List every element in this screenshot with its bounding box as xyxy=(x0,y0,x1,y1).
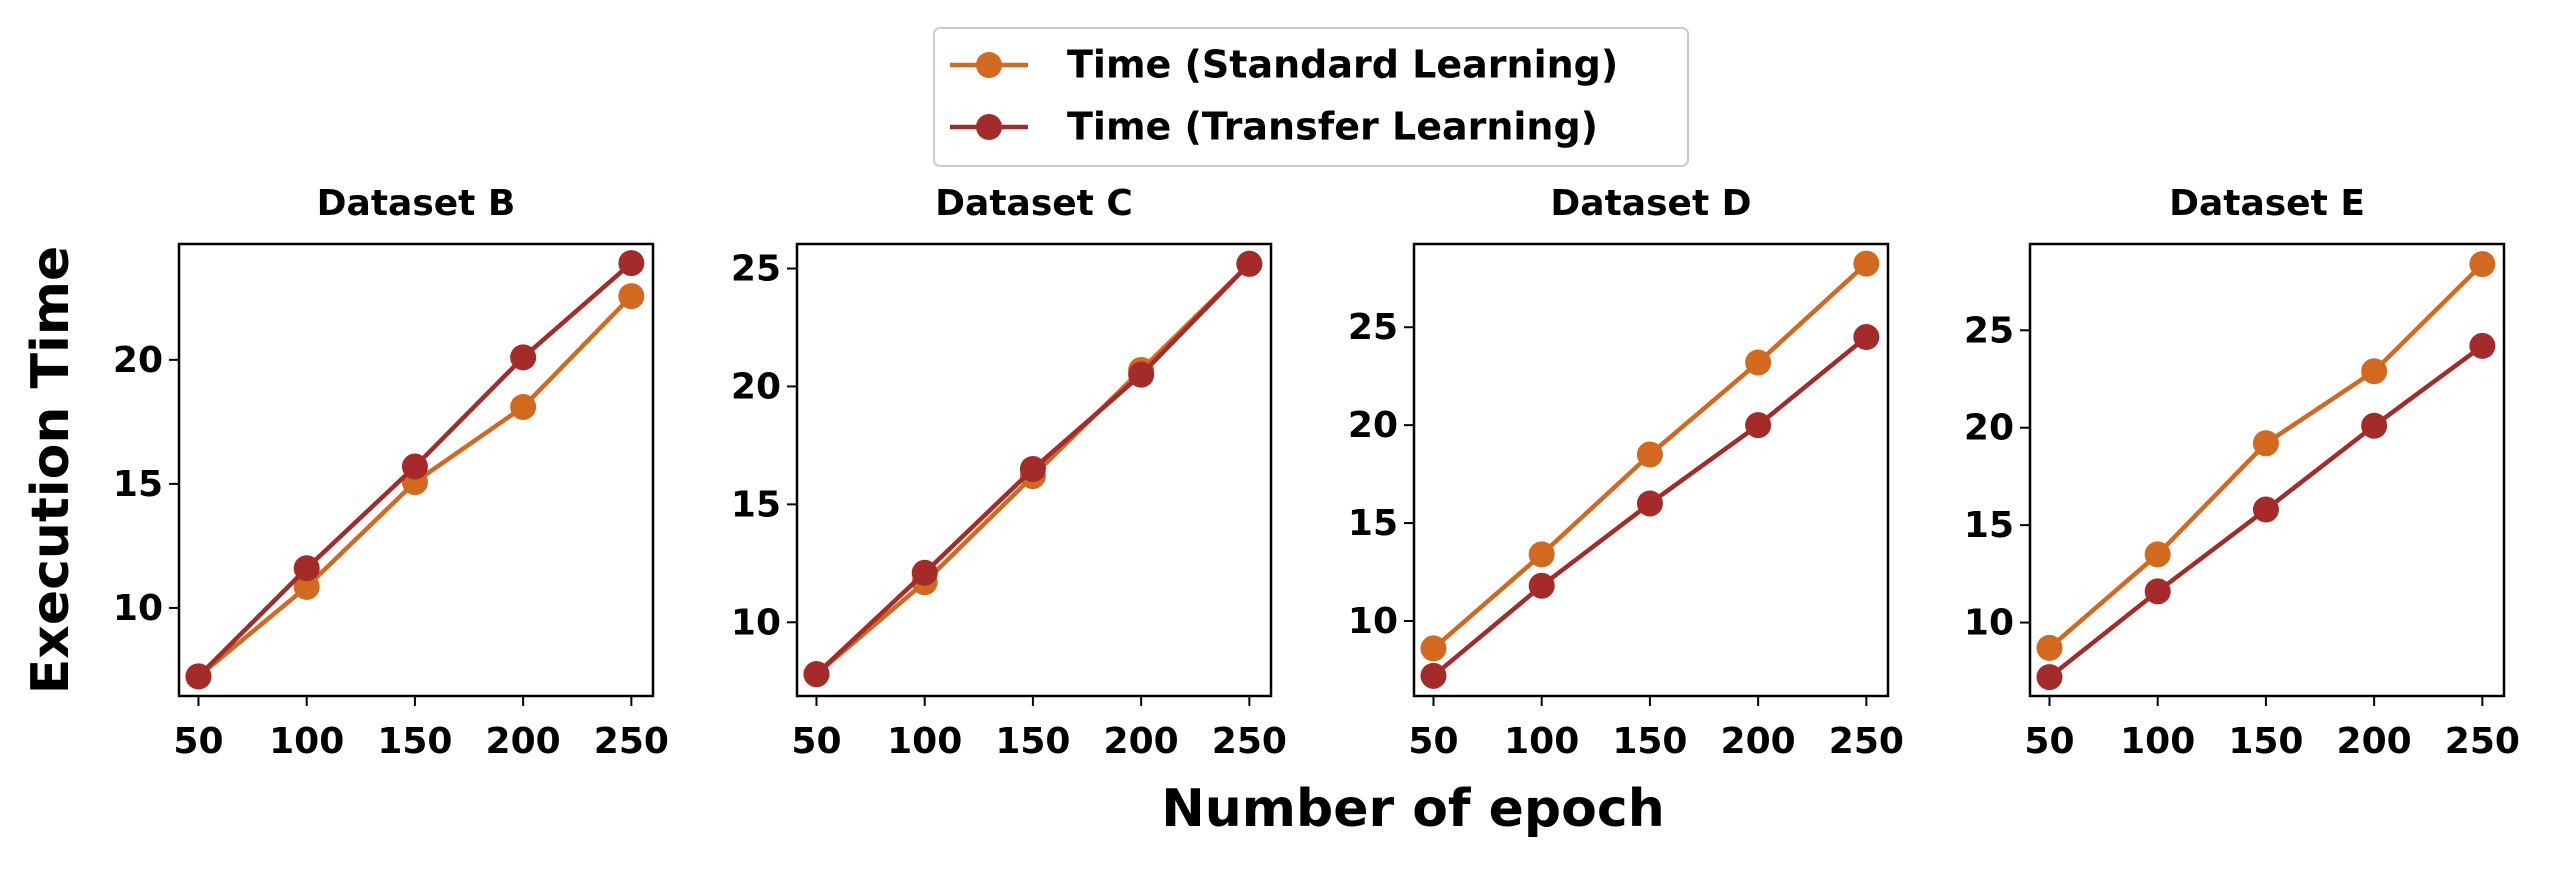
panel-title: Dataset C xyxy=(935,183,1133,224)
data-point xyxy=(2361,358,2388,385)
data-point xyxy=(1128,361,1155,388)
legend-label: Time (Standard Learning) xyxy=(1067,43,1618,87)
y-tick-label: 25 xyxy=(731,249,781,290)
panel-title: Dataset B xyxy=(317,183,516,224)
panel-title: Dataset E xyxy=(2169,183,2365,224)
data-point xyxy=(510,344,537,371)
y-axis-label: Execution Time xyxy=(21,246,81,694)
data-point xyxy=(2361,412,2388,439)
x-tick-label: 200 xyxy=(1721,721,1796,762)
data-point xyxy=(1636,490,1663,517)
x-tick-label: 50 xyxy=(173,721,223,762)
y-tick-label: 20 xyxy=(113,340,163,381)
y-tick-label: 10 xyxy=(1964,603,2014,644)
y-tick-label: 10 xyxy=(113,588,163,629)
x-tick-label: 200 xyxy=(1104,721,1179,762)
x-tick-label: 250 xyxy=(594,721,669,762)
data-point xyxy=(293,555,320,582)
x-tick-label: 50 xyxy=(2024,721,2074,762)
data-point xyxy=(2144,578,2171,605)
data-point xyxy=(185,663,212,690)
x-tick-label: 150 xyxy=(2228,721,2303,762)
data-point xyxy=(1853,324,1880,351)
x-tick-label: 100 xyxy=(1504,721,1579,762)
axes-frame xyxy=(2028,242,2506,698)
x-tick-label: 100 xyxy=(887,721,962,762)
data-point xyxy=(2469,251,2496,278)
x-tick-label: 50 xyxy=(791,721,841,762)
data-point xyxy=(510,393,537,420)
x-tick-label: 250 xyxy=(1212,721,1287,762)
x-tick-label: 100 xyxy=(269,721,344,762)
data-point xyxy=(1745,412,1772,439)
data-point xyxy=(1528,541,1555,568)
data-point xyxy=(911,559,938,586)
data-point xyxy=(1853,250,1880,277)
legend-box xyxy=(933,27,1689,167)
axes-frame xyxy=(1412,242,1890,698)
y-tick-label: 20 xyxy=(731,366,781,407)
x-tick-label: 250 xyxy=(1829,721,1904,762)
x-tick-label: 150 xyxy=(377,721,452,762)
x-tick-label: 50 xyxy=(1408,721,1458,762)
panel-title: Dataset D xyxy=(1550,183,1751,224)
y-tick-label: 10 xyxy=(1348,601,1398,642)
y-tick-label: 15 xyxy=(113,464,163,505)
data-point xyxy=(2036,664,2063,691)
y-tick-label: 25 xyxy=(1348,307,1398,348)
data-point xyxy=(1636,441,1663,468)
axes-frame xyxy=(795,242,1273,698)
data-point xyxy=(1420,662,1447,689)
x-tick-label: 150 xyxy=(995,721,1070,762)
x-axis-label: Number of epoch xyxy=(1161,779,1664,839)
data-point xyxy=(1528,572,1555,599)
y-tick-label: 25 xyxy=(1964,310,2014,351)
y-tick-label: 15 xyxy=(1348,503,1398,544)
data-point xyxy=(618,283,645,310)
data-point xyxy=(2252,430,2279,457)
x-tick-label: 200 xyxy=(486,721,561,762)
data-point xyxy=(803,661,830,688)
legend-marker xyxy=(976,114,1002,140)
x-tick-label: 100 xyxy=(2120,721,2195,762)
data-point xyxy=(2469,332,2496,359)
data-point xyxy=(618,250,645,277)
legend-label: Time (Transfer Learning) xyxy=(1067,105,1598,149)
y-tick-label: 10 xyxy=(731,602,781,643)
data-point xyxy=(293,573,320,600)
data-point xyxy=(1745,349,1772,376)
data-point xyxy=(1236,250,1263,277)
x-tick-label: 250 xyxy=(2445,721,2520,762)
axes-frame xyxy=(177,242,655,698)
y-tick-label: 15 xyxy=(731,484,781,525)
x-tick-label: 200 xyxy=(2337,721,2412,762)
legend-marker xyxy=(976,52,1002,78)
data-point xyxy=(2144,541,2171,568)
x-tick-label: 150 xyxy=(1612,721,1687,762)
y-tick-label: 20 xyxy=(1348,405,1398,446)
data-point xyxy=(401,453,428,480)
data-point xyxy=(1420,635,1447,662)
data-point xyxy=(2252,496,2279,523)
data-point xyxy=(1019,455,1046,482)
data-point xyxy=(2036,634,2063,661)
y-tick-label: 15 xyxy=(1964,505,2014,546)
y-tick-label: 20 xyxy=(1964,408,2014,449)
